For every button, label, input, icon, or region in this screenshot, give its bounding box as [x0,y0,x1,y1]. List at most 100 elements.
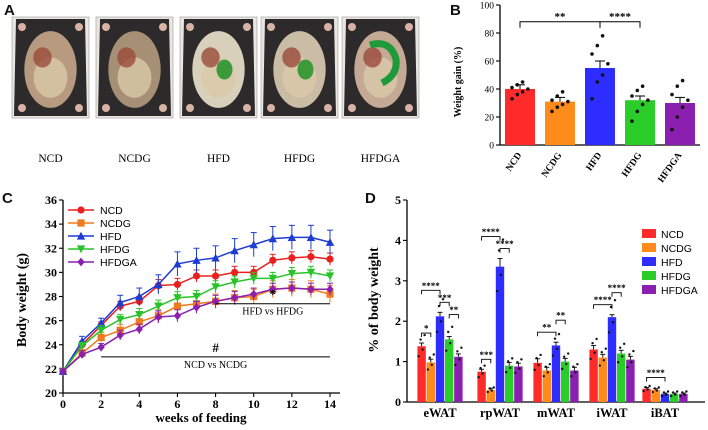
b-data-point [520,90,525,94]
b-data-point [510,85,514,90]
d-data-point [611,321,615,324]
d-legend-label: HFDGA [661,285,698,297]
d-bar-ncdg [651,389,660,402]
liver-tissue [117,47,136,68]
d-bar-hfd [435,316,445,402]
b-data-point [606,62,610,66]
d-x-tick-label: iWAT [596,406,628,420]
d-data-point [555,347,559,351]
d-sig-bracket [481,358,492,364]
photo-label: NCD [38,153,62,165]
c-data-point [268,234,277,243]
d-data-point [514,371,517,375]
d-data-point [657,386,660,389]
c-x-tick-label: 2 [98,397,104,411]
d-sig-bracket [421,332,432,338]
d-legend-swatch [642,229,656,238]
d-data-point [445,349,448,352]
d-data-point [449,341,452,345]
c-y-tick-label: 22 [45,362,57,376]
paw [159,23,167,31]
d-data-point [544,365,547,368]
d-sig-bracket [646,377,666,382]
c-data-point [135,310,144,319]
d-data-point [570,374,573,378]
c-data-point [211,272,220,280]
c-data-point [249,240,258,249]
c-legend-label: HFDGA [100,257,137,269]
paw [102,23,110,31]
b-data-point [670,127,674,132]
d-data-point [483,364,486,367]
photo-ncd: NCD [11,16,90,165]
paw [75,104,83,112]
c-data-point [325,272,335,281]
d-data-point [499,273,503,276]
d-bar-hfdg [561,361,570,402]
d-bar-hfd [607,317,617,402]
paw [159,104,167,112]
d-sig-bracket [593,304,613,309]
b-data-point [560,90,565,94]
d-data-point [441,298,445,301]
d-bar-ncd [642,388,651,402]
d-data-point [644,385,647,389]
d-sig-label: **** [608,283,627,293]
c-data-point [173,302,182,310]
c-data-point [77,219,85,227]
c-data-point [287,269,297,278]
c-y-tick-label: 30 [45,265,57,279]
d-data-point [679,394,682,398]
b-y-tick-label: 80 [485,30,495,40]
d-data-point [426,368,429,371]
d-legend-swatch [642,285,656,294]
c-y-axis-label: Body weight (g) [15,253,30,347]
d-sig-label: **** [594,295,613,305]
c-data-point [96,326,106,335]
c-data-point [59,366,67,376]
d-data-point [460,346,463,349]
c-data-point [77,342,87,351]
d-data-point [542,374,545,378]
c-data-point [288,254,296,262]
d-sig-bracket [537,331,557,337]
c-data-point [211,253,220,262]
c-data-point [249,274,258,283]
photo-label: HFD [207,153,230,165]
c-y-tick-label: 28 [45,290,57,304]
d-data-point [439,320,443,323]
d-sig-bracket [499,248,510,253]
paw [186,104,194,112]
d-data-point [563,355,566,358]
b-data-point [640,102,645,107]
paw [324,104,332,112]
c-data-point [96,318,106,327]
d-data-point [607,331,611,334]
d-data-point [676,390,679,393]
c-data-point [116,298,125,307]
paw [243,104,251,112]
paw [405,23,413,31]
d-bar-hfdg [670,393,679,402]
d-bar-hfdga [570,370,579,402]
d-data-point [423,333,426,337]
c-data-point [76,245,86,254]
b-data-point [555,94,560,98]
b-sig-label: ** [555,11,567,23]
d-data-point [454,363,457,367]
paw [348,104,356,112]
d-data-point [604,347,607,350]
c-data-point [268,274,277,283]
photo-hfd: HFD [179,16,258,165]
paw [267,23,275,31]
d-data-point [574,371,577,374]
b-sig-label: **** [609,11,632,23]
d-data-point [621,355,624,358]
c-legend-label: HFD [100,231,122,243]
d-bar-hfdg [445,339,454,402]
d-data-point [628,353,631,356]
d-y-tick-label: 2 [395,314,401,328]
d-data-point [632,349,635,353]
c-data-point [192,272,201,280]
b-x-tick-label: HFD [585,151,605,173]
